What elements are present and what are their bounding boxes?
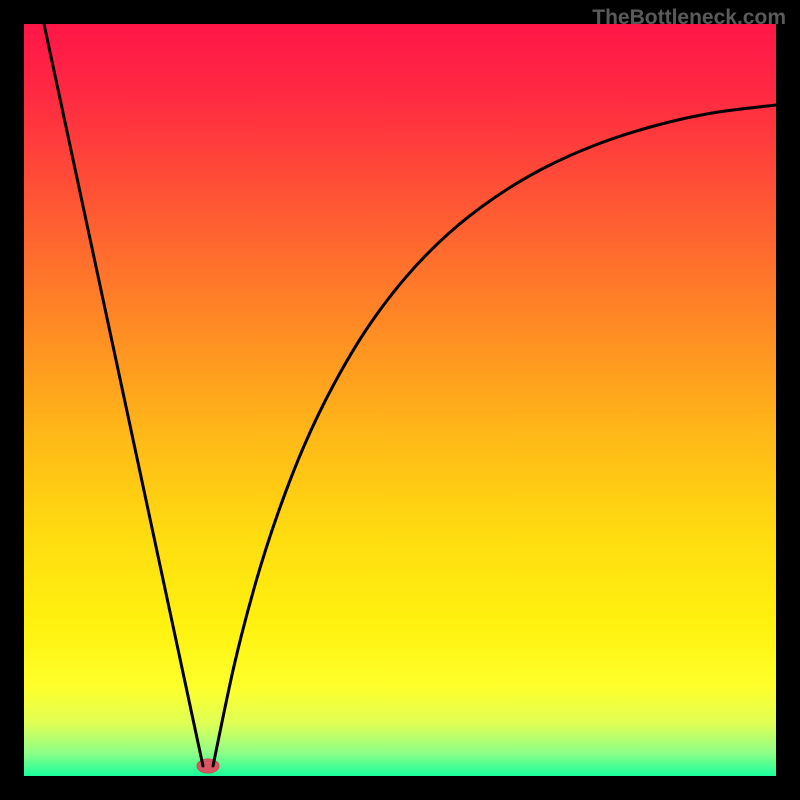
bottleneck-marker <box>197 759 219 773</box>
chart-container: TheBottleneck.com <box>0 0 800 800</box>
watermark-text: TheBottleneck.com <box>592 6 786 30</box>
heat-gradient <box>24 24 776 776</box>
bottleneck-chart <box>0 0 800 800</box>
